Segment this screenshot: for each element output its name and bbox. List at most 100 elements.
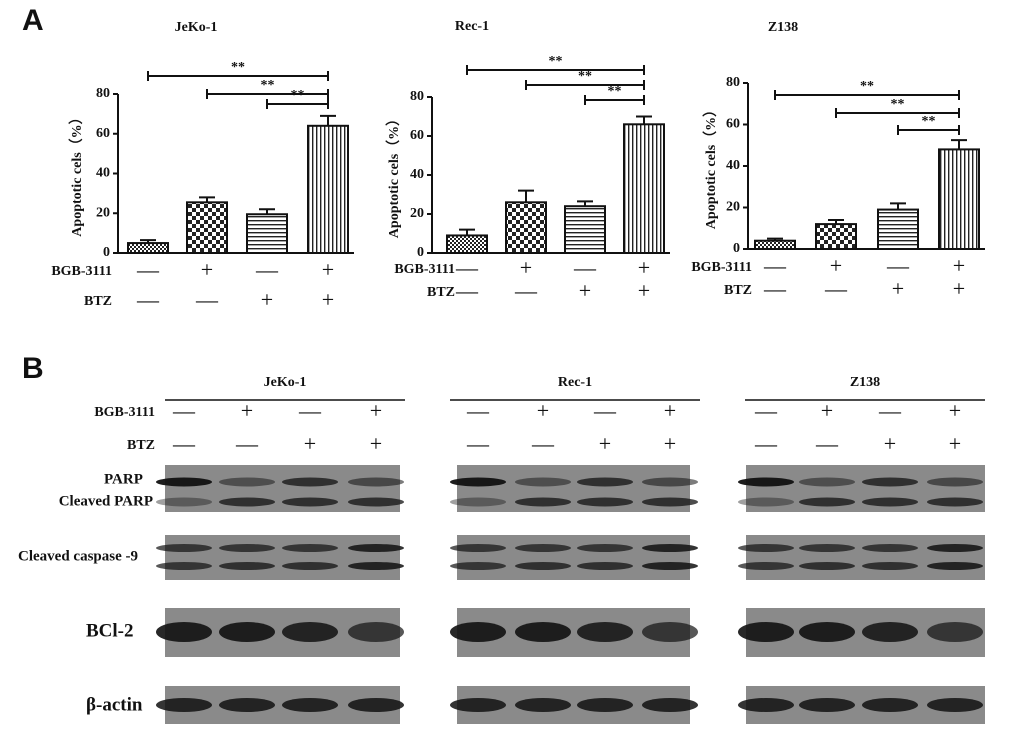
significance-bracket bbox=[466, 65, 645, 75]
blot-band bbox=[927, 622, 983, 642]
blot-band bbox=[219, 497, 275, 507]
blot-band bbox=[515, 698, 571, 712]
blot-band bbox=[738, 562, 794, 570]
blot-band bbox=[348, 622, 404, 642]
blot-band bbox=[862, 562, 918, 570]
blot-band bbox=[515, 477, 571, 487]
significance-bracket bbox=[147, 71, 329, 81]
blot-band bbox=[642, 698, 698, 712]
blot-band bbox=[799, 622, 855, 642]
significance-bracket bbox=[206, 89, 329, 99]
treatment-mark: — bbox=[815, 431, 839, 456]
blot-band bbox=[450, 562, 506, 570]
blot-label: PARP bbox=[104, 471, 143, 487]
y-tick-label: 0 bbox=[417, 245, 424, 260]
treatment-label: BGB-3111 bbox=[394, 262, 455, 277]
blot-band bbox=[927, 544, 983, 552]
blot-band bbox=[515, 622, 571, 642]
error-bar bbox=[828, 218, 844, 225]
significance-bracket bbox=[266, 99, 329, 109]
blot-label: Cleaved caspase -9 bbox=[18, 548, 138, 564]
significance-label: ** bbox=[578, 69, 592, 84]
significance-label: ** bbox=[608, 84, 622, 99]
blot-band bbox=[799, 698, 855, 712]
bar bbox=[815, 223, 857, 251]
treatment-mark: + bbox=[953, 253, 965, 278]
treatment-mark: — bbox=[255, 257, 279, 282]
bar bbox=[127, 242, 169, 254]
blot-band bbox=[515, 497, 571, 507]
y-tick-label: 0 bbox=[733, 241, 740, 256]
treatment-mark: — bbox=[754, 431, 778, 456]
error-bar bbox=[459, 228, 475, 236]
bar bbox=[505, 201, 547, 255]
treatment-mark: — bbox=[455, 255, 479, 280]
blot-band bbox=[450, 477, 506, 487]
treatment-mark: — bbox=[763, 276, 787, 301]
treatment-mark: + bbox=[322, 287, 334, 312]
blot-band bbox=[348, 698, 404, 712]
blot-band bbox=[799, 497, 855, 507]
y-tick-label: 60 bbox=[410, 128, 424, 143]
blot-band bbox=[219, 622, 275, 642]
blot-band bbox=[642, 497, 698, 507]
panel-label: A bbox=[22, 4, 44, 37]
blot-band bbox=[862, 497, 918, 507]
bar bbox=[754, 239, 796, 250]
blot-band bbox=[219, 477, 275, 487]
treatment-mark: + bbox=[599, 431, 611, 456]
error-bar bbox=[636, 115, 652, 125]
chart-title: Z138 bbox=[768, 20, 798, 35]
treatment-mark: — bbox=[824, 276, 848, 301]
blot-band bbox=[799, 477, 855, 487]
treatment-mark: — bbox=[455, 278, 479, 303]
treatment-mark: + bbox=[370, 431, 382, 456]
error-bar bbox=[199, 196, 215, 203]
blot-band bbox=[515, 544, 571, 552]
blot-band bbox=[348, 477, 404, 487]
treatment-mark: + bbox=[884, 431, 896, 456]
blot-band bbox=[642, 622, 698, 642]
treatment-mark: — bbox=[172, 398, 196, 423]
error-bar bbox=[320, 114, 336, 126]
significance-bracket bbox=[525, 80, 645, 90]
treatment-mark: — bbox=[466, 398, 490, 423]
y-tick-label: 40 bbox=[96, 166, 110, 181]
blot-band bbox=[282, 544, 338, 552]
significance-bracket bbox=[584, 95, 645, 105]
significance-label: ** bbox=[549, 54, 563, 69]
treatment-mark: — bbox=[136, 287, 160, 312]
blot-band bbox=[156, 622, 212, 642]
y-axis-label: Apoptotic cels（%） bbox=[703, 103, 719, 229]
blot-band bbox=[156, 497, 212, 507]
treatment-mark: + bbox=[892, 276, 904, 301]
y-tick-label: 60 bbox=[726, 117, 740, 132]
error-bar bbox=[577, 200, 593, 207]
blot-band bbox=[738, 698, 794, 712]
significance-bracket bbox=[774, 90, 960, 100]
treatment-mark: — bbox=[886, 253, 910, 278]
blot-band bbox=[577, 544, 633, 552]
treatment-label: BGB-3111 bbox=[691, 260, 752, 275]
blot-band bbox=[862, 698, 918, 712]
treatment-mark: + bbox=[638, 278, 650, 303]
blot-band bbox=[450, 497, 506, 507]
treatment-mark: + bbox=[201, 257, 213, 282]
blot-band bbox=[862, 544, 918, 552]
treatment-mark: + bbox=[261, 287, 273, 312]
bar bbox=[307, 124, 349, 254]
blot-band bbox=[450, 622, 506, 642]
significance-bracket bbox=[835, 108, 960, 118]
y-tick-label: 40 bbox=[726, 158, 740, 173]
blot-band bbox=[156, 562, 212, 570]
bar bbox=[564, 205, 606, 254]
treatment-mark: + bbox=[664, 398, 676, 423]
treatment-mark: + bbox=[579, 278, 591, 303]
bar bbox=[938, 148, 980, 250]
blot-band bbox=[282, 622, 338, 642]
blot-band bbox=[219, 544, 275, 552]
treatment-mark: + bbox=[830, 253, 842, 278]
y-tick-label: 20 bbox=[410, 206, 424, 221]
treatment-mark: + bbox=[537, 398, 549, 423]
